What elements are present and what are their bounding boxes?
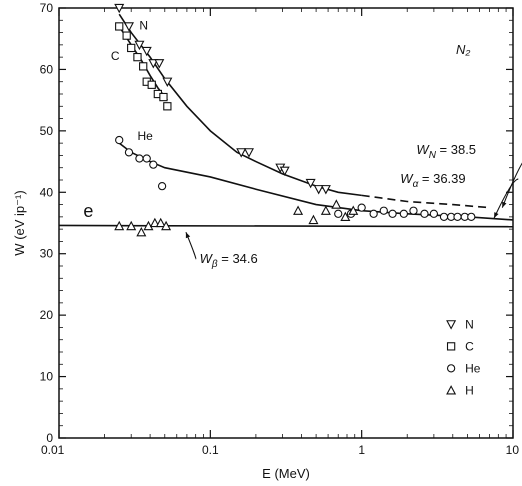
- data-point-he: [357, 203, 366, 212]
- curve-n-dashed: [361, 194, 490, 209]
- data-point-he: [124, 148, 134, 157]
- data-point-h: [114, 220, 125, 231]
- legend-label-he: He: [465, 361, 481, 375]
- data-point-h: [331, 199, 342, 209]
- data-point-c: [159, 92, 168, 102]
- data-point-h: [126, 220, 137, 231]
- curve-label-he: He: [137, 129, 153, 143]
- y-tick-label: 20: [40, 308, 54, 322]
- data-point-n: [141, 46, 152, 57]
- data-point-he: [149, 160, 158, 169]
- annotation-arrowhead: [494, 212, 499, 219]
- data-point-he: [334, 209, 343, 218]
- data-point-n: [279, 166, 290, 177]
- data-point-h: [293, 205, 304, 215]
- chart-title: N₂: [456, 42, 470, 57]
- legend-marker-he: [446, 364, 456, 373]
- data-point-n: [320, 185, 331, 195]
- annotation-arrowhead: [502, 201, 507, 208]
- curve-n: [118, 13, 362, 197]
- x-tick-label: 10: [506, 443, 520, 457]
- data-point-he: [379, 206, 388, 215]
- data-point-h: [143, 220, 154, 231]
- data-point-c: [139, 62, 148, 71]
- y-tick-label: 0: [46, 431, 53, 445]
- data-point-c: [133, 52, 142, 62]
- data-point-he: [115, 135, 124, 145]
- annotation-arrowhead: [185, 232, 191, 239]
- data-point-h: [320, 205, 331, 215]
- data-point-h: [155, 217, 166, 228]
- data-point-n: [123, 22, 134, 32]
- curve-label-c: C: [111, 49, 120, 63]
- y-tick-label: 70: [40, 1, 54, 15]
- y-tick-label: 10: [40, 370, 54, 384]
- curve-label-n: N: [139, 19, 148, 33]
- data-point-n: [134, 40, 145, 51]
- data-point-he: [429, 209, 439, 218]
- data-points: [114, 3, 476, 237]
- data-point-h: [136, 226, 147, 237]
- legend-marker-n: [446, 320, 457, 330]
- data-point-n: [114, 3, 125, 14]
- data-point-he: [467, 212, 476, 222]
- x-tick-label: 0.1: [202, 443, 219, 457]
- annotation-w-β: Wβ = 34.6: [200, 251, 258, 270]
- curve-h: [58, 224, 514, 228]
- x-tick-label: 0.01: [41, 443, 65, 457]
- data-point-he: [420, 209, 429, 218]
- data-point-h: [308, 214, 319, 225]
- y-tick-label: 40: [40, 185, 54, 199]
- annotation-w-N: WN = 38.5: [416, 142, 476, 161]
- data-point-he: [439, 212, 449, 222]
- data-point-he: [369, 209, 378, 218]
- data-point-n: [313, 185, 324, 195]
- data-point-he: [135, 154, 144, 163]
- data-point-h: [348, 205, 359, 215]
- data-point-c: [147, 80, 156, 89]
- data-point-n: [162, 77, 173, 87]
- legend-label-c: C: [465, 339, 474, 353]
- plot-frame: [58, 7, 514, 439]
- chart-labels: N C He WN = 38.5 Wα = 36.39 Wβ = 34.6 e: [83, 19, 522, 270]
- legend-marker-c: [446, 342, 456, 351]
- y-tick-label: 60: [40, 62, 54, 76]
- y-axis-title: W (eV ip⁻¹): [12, 190, 27, 255]
- data-point-n: [236, 148, 247, 158]
- data-point-he: [388, 209, 397, 218]
- x-tick-label: 1: [358, 443, 365, 457]
- data-point-he: [453, 212, 462, 222]
- stray-label-e: e: [83, 201, 93, 221]
- data-point-h: [340, 211, 351, 222]
- data-point-h: [161, 220, 172, 231]
- y-tick-label: 30: [40, 247, 54, 261]
- annotation-w-α: Wα = 36.39: [400, 171, 465, 190]
- data-point-h: [149, 217, 160, 228]
- data-point-he: [142, 154, 151, 163]
- data-point-he: [157, 181, 167, 191]
- legend-label-n: N: [465, 317, 474, 331]
- legend: NC He H: [446, 317, 481, 397]
- data-point-n: [305, 178, 316, 189]
- legend-label-h: H: [465, 383, 474, 397]
- data-point-he: [399, 209, 409, 218]
- data-point-c: [127, 43, 136, 53]
- data-point-n: [148, 59, 159, 69]
- axes: 0 10 20 30 40 50 60 70 0.01 0.1 1 10 E (MeV) W (eV ip…: [12, 1, 519, 481]
- annotation-arrow: [493, 178, 519, 219]
- y-tick-label: 50: [40, 124, 54, 138]
- data-point-n: [154, 59, 165, 69]
- data-point-c: [163, 102, 172, 111]
- data-point-n: [243, 148, 254, 158]
- data-point-c: [115, 22, 124, 31]
- data-point-he: [409, 206, 418, 215]
- x-axis-title: E (MeV): [262, 466, 310, 481]
- annotation-arrow: [501, 162, 522, 208]
- legend-marker-h: [446, 385, 457, 395]
- data-point-c: [122, 31, 131, 40]
